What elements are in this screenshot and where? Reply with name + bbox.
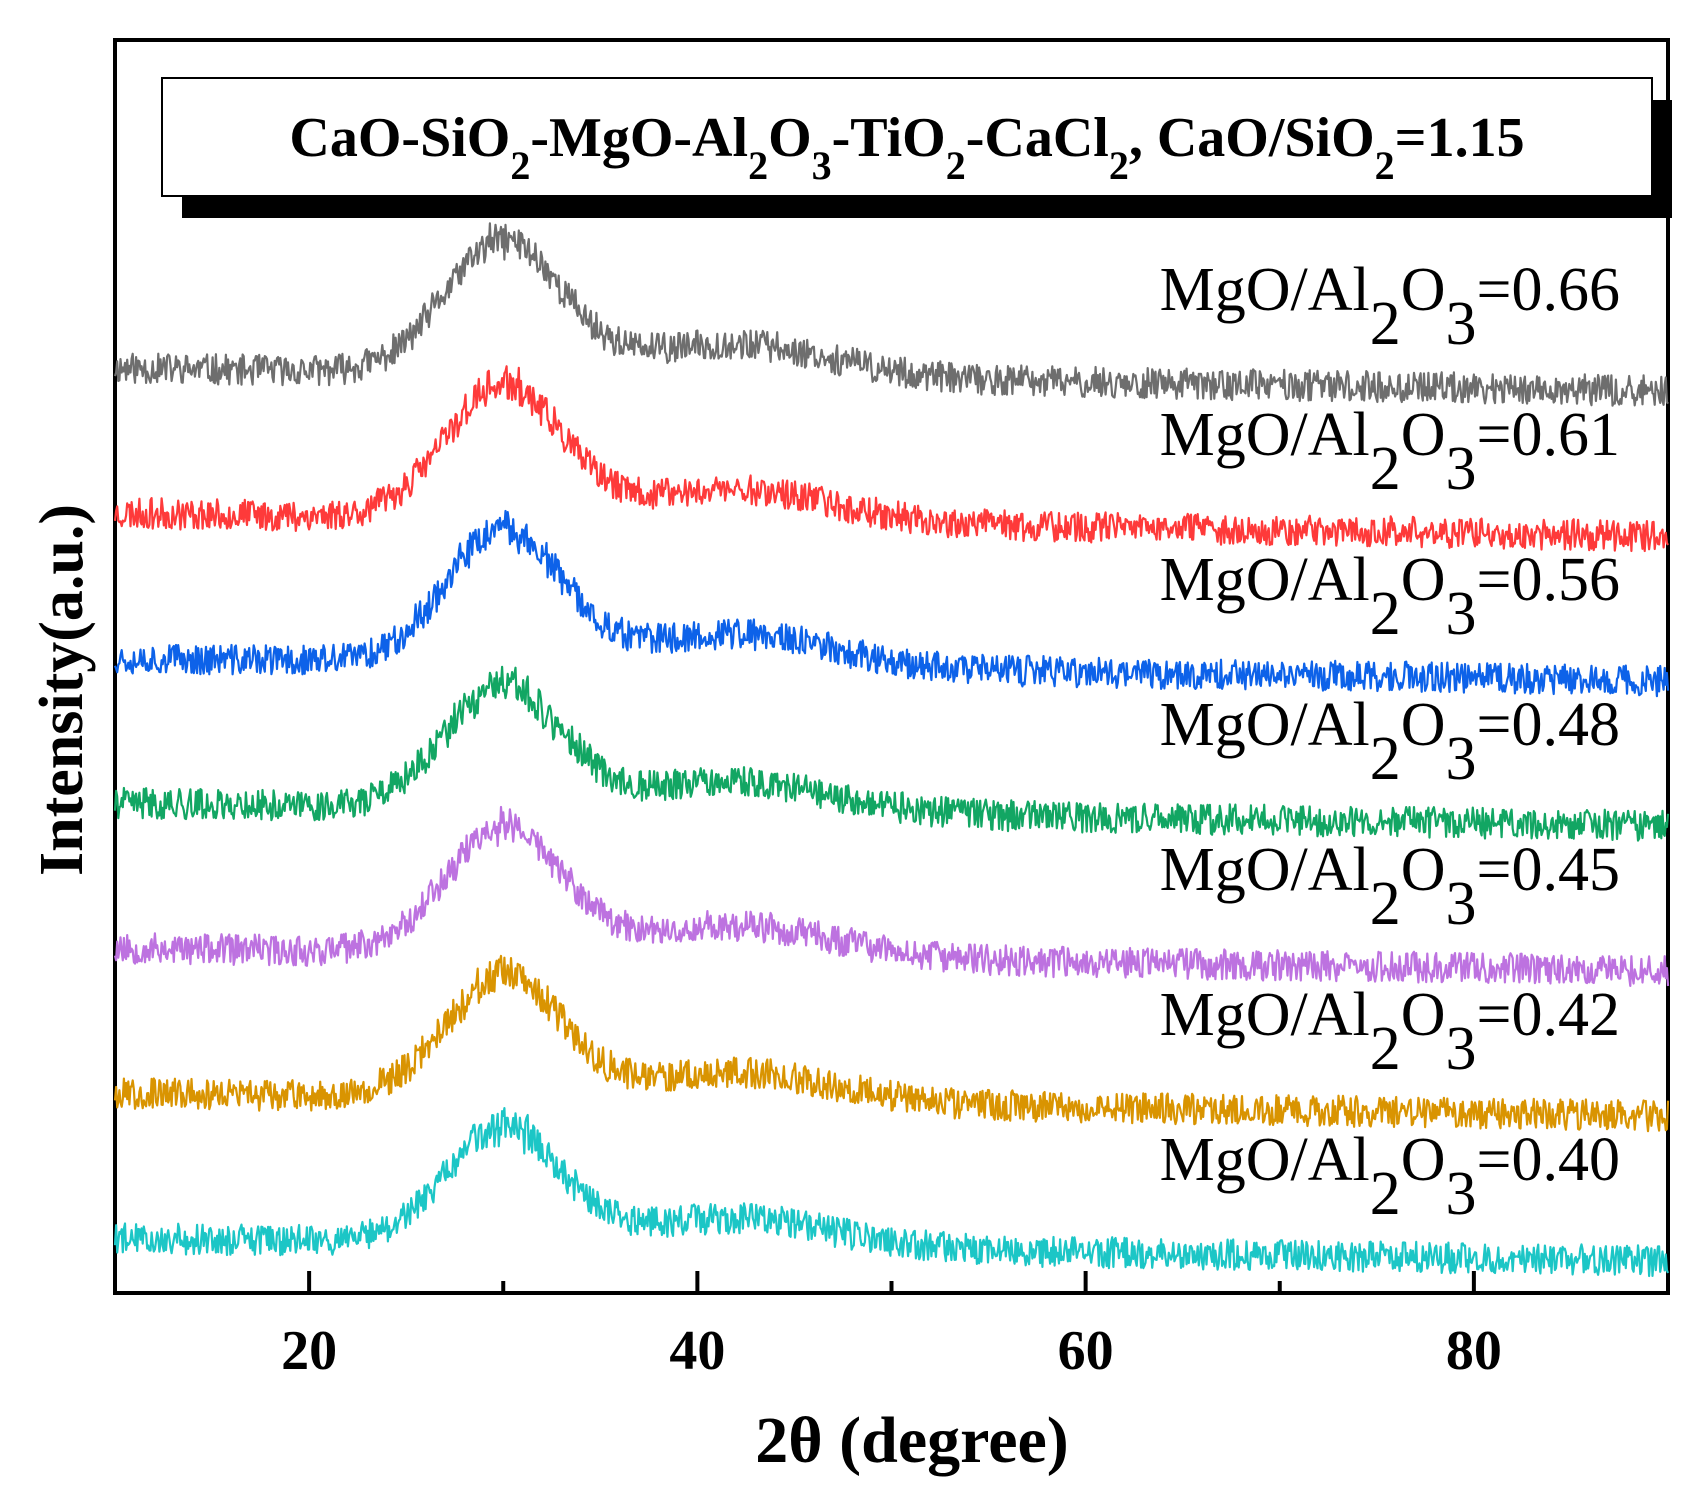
y-axis-label: Intensity(a.u.) — [28, 504, 96, 876]
series-line-4 — [113, 805, 1670, 987]
series-layer — [113, 222, 1670, 1278]
series-label-0: MgO/Al2O3=0.66 — [1160, 256, 1620, 358]
x-tick-label-60: 60 — [1058, 1320, 1114, 1382]
series-label-2: MgO/Al2O3=0.56 — [1160, 546, 1620, 648]
series-line-2 — [113, 509, 1670, 698]
x-axis-label: 2θ (degree) — [755, 1404, 1069, 1477]
series-line-6 — [113, 1107, 1670, 1278]
x-axis-ticks: 20 40 60 80 — [281, 1271, 1502, 1382]
x-tick-label-80: 80 — [1446, 1320, 1502, 1382]
series-label-1: MgO/Al2O3=0.61 — [1160, 401, 1620, 503]
series-label-5: MgO/Al2O3=0.42 — [1160, 981, 1620, 1083]
series-line-5 — [113, 954, 1670, 1133]
series-line-0 — [113, 222, 1669, 407]
series-labels: MgO/Al2O3=0.66 MgO/Al2O3=0.61 MgO/Al2O3=0.… — [1160, 256, 1620, 1228]
series-line-3 — [113, 665, 1670, 842]
x-tick-label-20: 20 — [281, 1320, 337, 1382]
series-label-6: MgO/Al2O3=0.40 — [1160, 1126, 1620, 1228]
series-label-3: MgO/Al2O3=0.48 — [1160, 691, 1620, 793]
title-box — [161, 77, 1653, 197]
x-tick-label-40: 40 — [669, 1320, 725, 1382]
series-line-1 — [113, 365, 1669, 553]
chart-title: CaO-SiO2-MgO-Al2O3-TiO2-CaCl2, CaO/SiO2=… — [289, 107, 1524, 188]
series-label-4: MgO/Al2O3=0.45 — [1160, 836, 1620, 938]
